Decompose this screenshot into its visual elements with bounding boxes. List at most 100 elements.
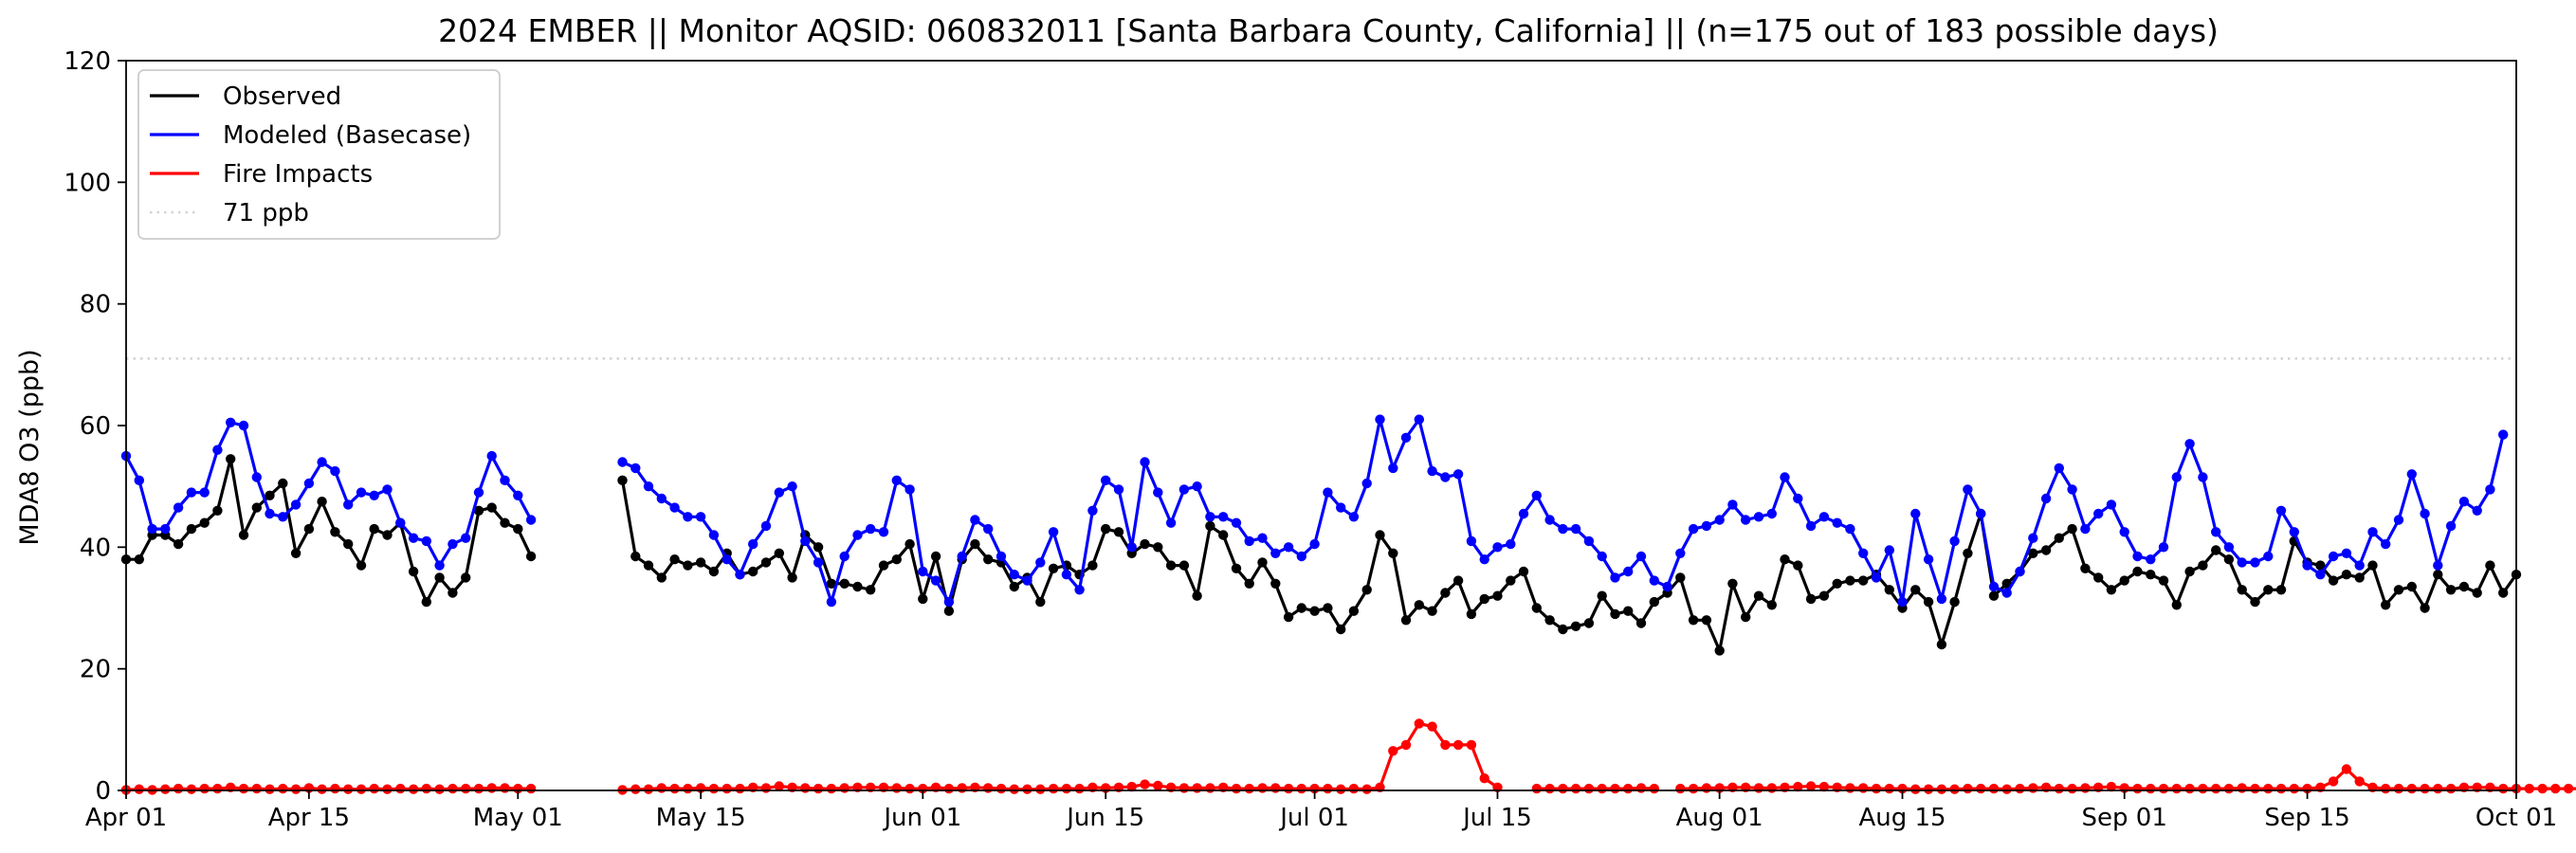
data-point <box>1400 432 1412 443</box>
data-point <box>1009 581 1020 592</box>
data-point <box>290 548 301 558</box>
data-point <box>330 527 340 537</box>
data-point <box>448 538 458 550</box>
data-point <box>2040 493 2052 504</box>
data-point <box>943 783 955 794</box>
data-point <box>2393 515 2404 525</box>
data-point <box>303 478 315 489</box>
data-point <box>486 783 497 793</box>
data-point <box>1492 542 1503 553</box>
data-point <box>461 783 471 794</box>
series-line-segment <box>1536 786 1654 790</box>
data-point <box>813 542 824 553</box>
data-point <box>134 784 144 794</box>
data-point <box>1884 585 1895 595</box>
data-point <box>1649 575 1660 586</box>
data-point <box>1361 784 1372 794</box>
data-point <box>1009 784 1020 794</box>
data-point <box>787 572 797 583</box>
data-point <box>1178 783 1190 793</box>
data-point <box>774 548 784 558</box>
data-point <box>251 502 262 513</box>
data-point <box>369 783 379 794</box>
data-point <box>2367 527 2378 537</box>
data-point <box>2381 538 2391 550</box>
chart-title: 2024 EMBER || Monitor AQSID: 060832011 [… <box>438 12 2219 49</box>
data-point <box>173 538 184 550</box>
data-point <box>1518 566 1529 577</box>
data-point <box>708 530 720 540</box>
data-point <box>2198 783 2208 794</box>
data-point <box>2250 783 2260 794</box>
data-point <box>1793 781 1803 792</box>
data-point <box>2381 783 2391 794</box>
data-point <box>212 445 223 455</box>
data-point <box>434 560 445 571</box>
data-point <box>1635 551 1647 562</box>
data-point <box>2067 484 2077 495</box>
data-point <box>1244 578 1254 589</box>
data-point <box>173 502 184 513</box>
data-point <box>525 515 537 525</box>
data-point <box>2106 585 2117 595</box>
data-point <box>2445 783 2457 794</box>
data-point <box>212 505 223 516</box>
data-point <box>356 784 367 794</box>
y-tick-label: 80 <box>80 291 111 319</box>
data-point <box>643 784 654 794</box>
data-point <box>1388 463 1398 474</box>
data-point <box>1153 542 1163 553</box>
data-point <box>1858 548 1869 558</box>
data-point <box>1701 520 1712 532</box>
data-point <box>2341 548 2352 558</box>
data-point <box>852 530 863 540</box>
data-point <box>1871 783 1882 794</box>
data-point <box>251 783 262 794</box>
data-point <box>486 450 497 462</box>
data-point <box>866 585 876 595</box>
data-point <box>891 475 902 485</box>
data-point <box>722 783 732 794</box>
data-point <box>1583 618 1595 628</box>
data-point <box>1753 512 1764 522</box>
data-point <box>1635 783 1647 793</box>
data-point <box>1871 572 1882 583</box>
data-point <box>199 783 210 794</box>
data-point <box>695 512 706 522</box>
data-point <box>1257 533 1268 543</box>
data-point <box>1452 575 1464 586</box>
data-point <box>356 560 367 571</box>
x-tick-label: Jul 01 <box>1278 804 1349 832</box>
data-point <box>1949 535 1960 547</box>
data-point <box>1323 603 1333 613</box>
y-tick-label: 60 <box>80 412 111 441</box>
data-point <box>134 554 144 565</box>
data-point <box>1348 606 1360 616</box>
data-point <box>1074 783 1085 794</box>
data-point <box>1192 590 1202 601</box>
data-point <box>1466 535 1477 547</box>
data-point <box>996 783 1007 794</box>
data-point <box>1479 554 1489 565</box>
data-point <box>461 572 471 583</box>
data-point <box>695 557 706 568</box>
data-point <box>1963 484 1973 495</box>
data-point <box>408 784 419 794</box>
data-point <box>1635 618 1647 628</box>
data-point <box>1623 566 1634 577</box>
data-point <box>2067 523 2077 535</box>
data-point <box>343 499 354 510</box>
data-point <box>2275 585 2287 595</box>
data-point <box>708 566 720 577</box>
data-point <box>1244 535 1254 547</box>
data-point <box>1780 554 1790 565</box>
data-point <box>983 523 994 535</box>
data-point <box>800 783 811 793</box>
data-point <box>1923 554 1934 565</box>
data-point <box>1623 783 1634 794</box>
data-point <box>970 538 980 550</box>
data-point <box>1910 784 1921 794</box>
data-point <box>2406 469 2417 480</box>
data-point <box>1701 783 1712 793</box>
